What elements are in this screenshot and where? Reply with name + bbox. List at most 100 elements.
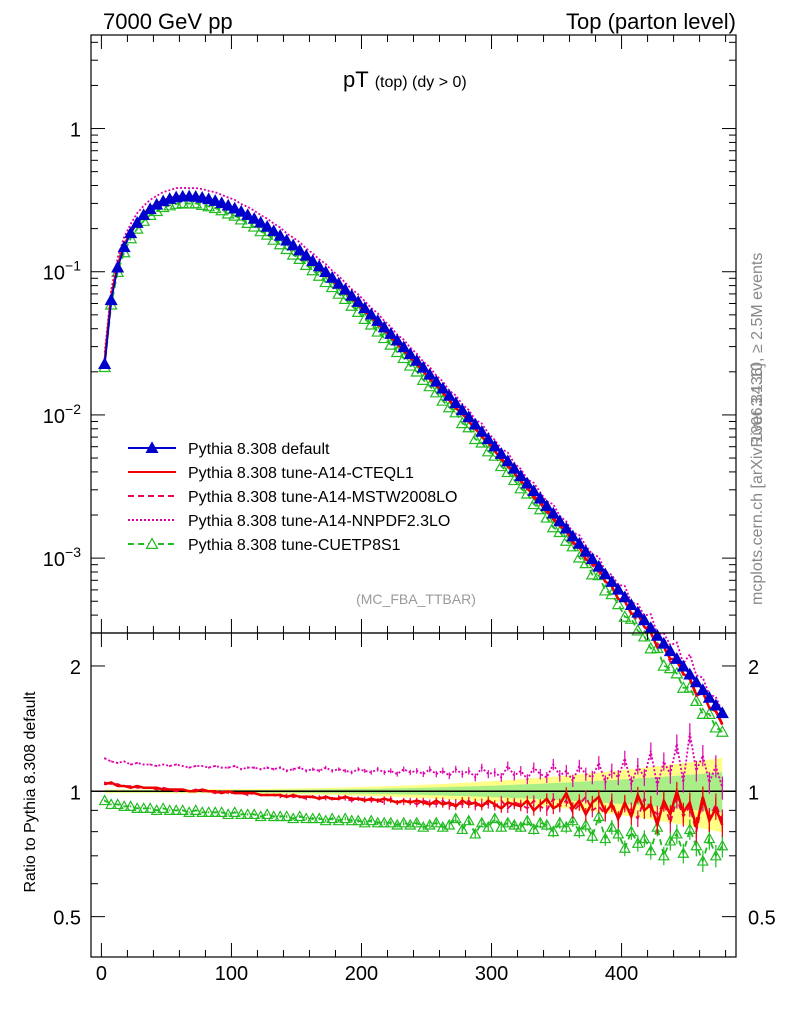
main-series-marker [195, 198, 209, 210]
y-tick-label: 10−2 [43, 401, 81, 428]
main-series-marker [631, 623, 645, 636]
main-series-marker [260, 220, 274, 232]
main-series-marker [221, 198, 235, 211]
main-series-marker [455, 416, 469, 429]
main-series-marker [306, 254, 320, 266]
main-series-marker [111, 260, 125, 273]
ratio-series-marker [508, 818, 521, 830]
ratio-series-marker [384, 816, 397, 828]
main-series-marker [215, 196, 229, 209]
ratio-series-marker [716, 839, 729, 851]
main-series-marker [559, 521, 573, 534]
main-series-marker [371, 314, 385, 326]
main-series-marker [637, 629, 651, 642]
ratio-series-marker [462, 814, 475, 826]
main-series-marker [455, 403, 469, 416]
main-series-marker [234, 204, 248, 217]
main-series-marker [143, 208, 157, 220]
ratio-series-marker [124, 800, 137, 811]
main-series-marker [527, 497, 541, 510]
ratio-series-marker [326, 812, 339, 824]
ratio-series-marker [261, 808, 274, 820]
main-series-marker [709, 698, 723, 711]
main-series-marker [468, 417, 482, 430]
main-series-marker [247, 211, 261, 224]
ratio-series-marker [345, 814, 358, 826]
ratio-series-marker [482, 820, 495, 832]
main-series-marker [481, 432, 495, 445]
main-series-marker [676, 659, 690, 672]
ratio-series-marker [443, 818, 456, 830]
main-series-marker [410, 354, 424, 366]
legend-label: Pythia 8.308 tune-A14-MSTW2008LO [188, 489, 457, 506]
main-series-marker [182, 196, 196, 209]
ratio-series-marker [579, 818, 592, 830]
ratio-series-marker [657, 849, 670, 861]
ratio-series-marker [683, 823, 696, 835]
main-series-marker [377, 320, 391, 333]
main-series-marker [657, 636, 671, 649]
main-series-marker [364, 307, 378, 320]
main-series-marker [137, 208, 151, 221]
mcplots-reference-label: mcplots.cern.ch [arXiv:1306.3436] [749, 363, 766, 605]
legend-marker [145, 441, 159, 453]
ratio-series-marker [410, 816, 423, 828]
process-label: Top (parton level) [566, 9, 736, 34]
main-series-marker [124, 226, 138, 239]
ratio-series-marker [547, 825, 560, 837]
ratio-series-marker [339, 812, 352, 824]
main-series-marker [293, 243, 307, 256]
ratio-y-tick-label: 2 [70, 657, 81, 679]
ratio-series-marker [573, 825, 586, 837]
main-series-marker [592, 559, 606, 572]
main-series-marker [104, 293, 118, 306]
legend-label: Pythia 8.308 tune-A14-NNPDF2.3LO [188, 513, 450, 530]
ratio-series-marker [137, 802, 150, 813]
legend-label: Pythia 8.308 default [188, 441, 330, 458]
main-series-marker [709, 720, 723, 733]
ratio-series-marker [605, 820, 618, 832]
ratio-series-marker [703, 832, 716, 844]
main-series-marker [663, 644, 677, 657]
main-series-marker [676, 681, 690, 693]
main-series-marker [618, 590, 632, 603]
ratio-series-marker [228, 806, 241, 817]
main-series-marker [137, 214, 151, 226]
ratio-series-marker [534, 816, 547, 828]
ratio-series-marker [599, 832, 612, 844]
main-series-marker [462, 410, 476, 423]
ratio-series-marker [677, 847, 690, 858]
ratio-series-line [104, 732, 724, 788]
ratio-series-marker [449, 812, 462, 824]
ratio-series-marker [371, 816, 384, 828]
ratio-series-marker [378, 816, 391, 828]
main-series-marker [598, 583, 612, 596]
ratio-series-marker [111, 798, 124, 810]
main-series-marker [442, 389, 456, 401]
main-series-marker [715, 706, 729, 719]
y-tick-label: 10−1 [43, 258, 81, 285]
ratio-series-marker [176, 804, 189, 815]
main-series-marker [663, 661, 677, 674]
main-series-marker [631, 605, 645, 618]
main-series-marker [429, 374, 443, 387]
main-series-marker [267, 224, 281, 237]
ratio-series-marker [280, 810, 293, 822]
ratio-series-marker [118, 800, 131, 811]
main-series-marker [273, 228, 287, 241]
ratio-series-marker [202, 806, 215, 817]
main-series-marker [351, 295, 365, 307]
ratio-series-marker [625, 825, 638, 837]
ratio-series-marker [527, 823, 540, 835]
ratio-series-marker [488, 812, 501, 824]
rivet-version-label: Rivet 3.1.10, ≥ 2.5M events [749, 253, 766, 448]
main-series-marker [397, 340, 411, 353]
main-series-marker [715, 725, 729, 737]
main-series-marker [423, 367, 437, 380]
ratio-series-marker [313, 812, 326, 824]
main-series-marker [130, 216, 144, 228]
ratio-series-marker [215, 806, 228, 817]
main-series-marker [384, 327, 398, 339]
ratio-series-marker [456, 823, 469, 835]
main-series-marker [312, 259, 326, 272]
